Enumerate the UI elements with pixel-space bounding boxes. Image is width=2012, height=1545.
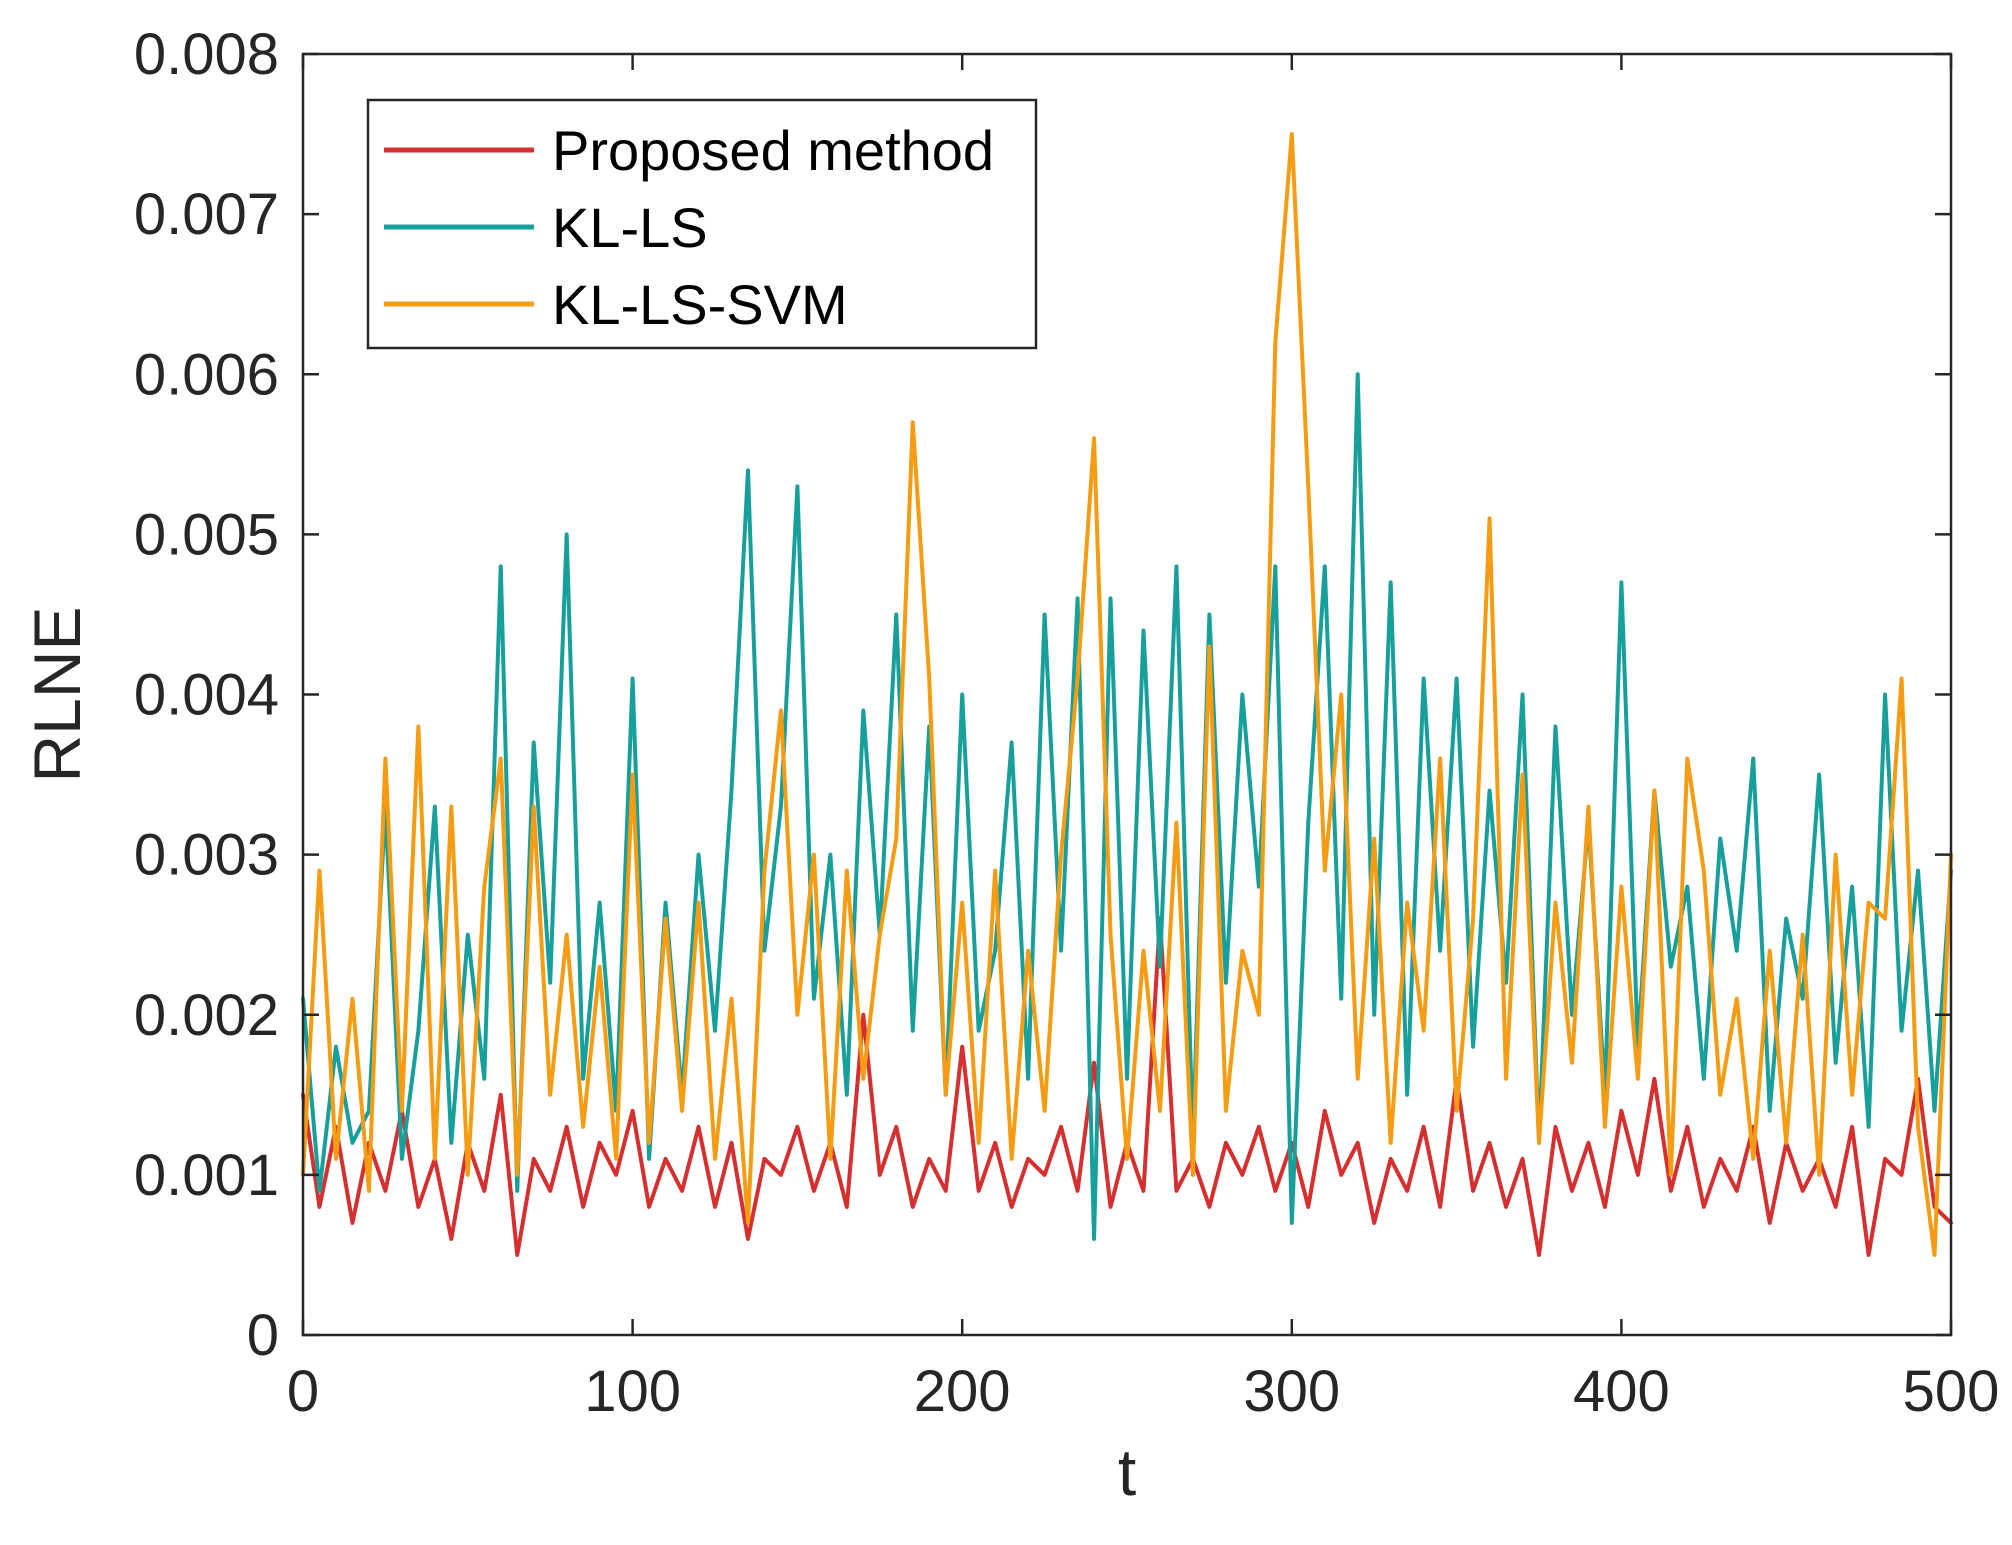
tick-labels-layer: 0 100 200 300 400 500 0 0.001 0.002 0.003 0.004 0.0… <box>134 22 2000 1424</box>
y-tick-label: 0.004 <box>134 663 279 728</box>
x-tick-label: 500 <box>1903 1359 2000 1424</box>
y-tick-label: 0.003 <box>134 823 279 888</box>
x-tick-label: 400 <box>1573 1359 1670 1424</box>
y-tick-label: 0.008 <box>134 22 279 87</box>
series-line-kl-ls-svm <box>301 132 1953 1257</box>
series-line-kl-ls <box>301 372 1953 1241</box>
y-tick-label: 0.006 <box>134 342 279 407</box>
ticks-layer <box>301 52 1953 1337</box>
legend-box <box>366 98 1038 350</box>
y-tick-label: 0.007 <box>134 182 279 247</box>
legend-label-kl-ls: KL-LS <box>552 196 708 259</box>
legend-label-proposed-method: Proposed method <box>552 119 994 182</box>
x-tick-label: 300 <box>1243 1359 1340 1424</box>
y-axis-label: RLNE <box>20 606 94 782</box>
x-axis-label: t <box>1118 1435 1136 1509</box>
y-tick-label: 0.002 <box>134 983 279 1048</box>
x-tick-label: 100 <box>584 1359 681 1424</box>
x-tick-label: 0 <box>287 1359 319 1424</box>
series-layer <box>301 132 1953 1257</box>
y-tick-label: 0.005 <box>134 502 279 567</box>
y-tick-label: 0 <box>247 1303 279 1368</box>
y-tick-label: 0.001 <box>134 1143 279 1208</box>
legend: Proposed method KL-LS KL-LS-SVM <box>366 98 1038 350</box>
x-tick-label: 200 <box>914 1359 1011 1424</box>
legend-label-kl-ls-svm: KL-LS-SVM <box>552 273 848 336</box>
